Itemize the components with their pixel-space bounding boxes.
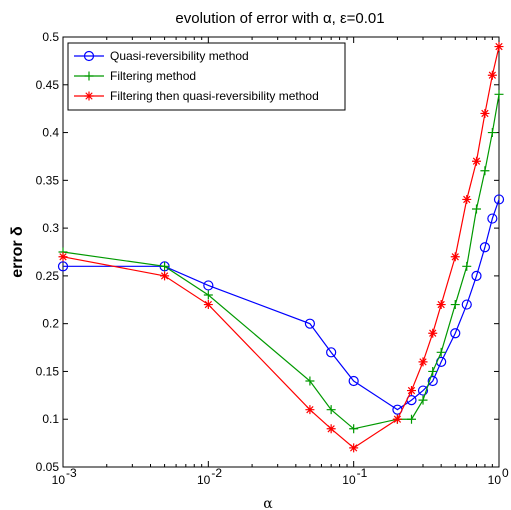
data-point [418, 395, 428, 405]
data-point [450, 252, 460, 262]
x-tick-label: 10 [52, 473, 66, 487]
legend-label: Filtering then quasi-reversibility metho… [110, 89, 319, 103]
data-point [349, 424, 359, 434]
x-axis: 10 -3 10 -2 10 -1 10 0 [52, 37, 509, 487]
data-point [493, 194, 505, 205]
y-tick-label: 0.3 [42, 221, 59, 235]
series-line [63, 199, 500, 411]
data-point [487, 128, 497, 138]
x-axis-label: α [263, 496, 273, 510]
y-axis-label: error δ [9, 226, 26, 278]
data-point [462, 194, 472, 204]
data-point [418, 357, 428, 367]
data-point [436, 300, 446, 310]
data-point [305, 376, 315, 386]
data-point [326, 347, 337, 358]
x-tick-exponent: 0 [502, 466, 509, 480]
data-point [58, 252, 68, 262]
data-point [471, 204, 481, 214]
data-point [428, 328, 438, 338]
legend-box [67, 42, 346, 111]
x-tick-label: 10 [197, 473, 211, 487]
legend-marker [84, 71, 94, 81]
x-tick-exponent: -2 [211, 466, 222, 480]
y-tick-label: 0.45 [36, 78, 60, 92]
data-point [462, 261, 472, 271]
data-point [450, 300, 460, 310]
data-point [417, 385, 429, 396]
x-tick-exponent: -3 [66, 466, 77, 480]
y-tick-label: 0.5 [42, 30, 59, 44]
data-point [203, 300, 213, 310]
data-point [436, 347, 446, 357]
data-point [57, 261, 69, 272]
y-axis: 0.05 0.1 0.15 0.2 0.25 0.3 0.35 0.4 0.45 0.5 [36, 30, 499, 474]
data-point [428, 366, 438, 376]
x-tick-label: 10 [342, 473, 356, 487]
series-star [58, 42, 504, 453]
legend: Quasi-reversibility method Filtering meth… [67, 42, 346, 111]
data-point [461, 299, 472, 310]
chart-title: evolution of error with α, ε=0.01 [175, 10, 384, 27]
data-point [304, 318, 316, 329]
data-point [407, 414, 417, 424]
y-tick-label: 0.05 [36, 460, 60, 474]
data-point [407, 386, 417, 396]
y-tick-label: 0.4 [42, 126, 59, 140]
series-layer [57, 42, 505, 453]
legend-label: Filtering method [110, 69, 196, 83]
data-point [203, 290, 213, 300]
data-point [203, 280, 214, 291]
x-tick-exponent: -1 [357, 466, 368, 480]
data-point [479, 242, 491, 253]
data-point [160, 261, 170, 271]
data-point [326, 405, 336, 415]
data-point [471, 156, 481, 166]
y-tick-label: 0.15 [36, 364, 60, 378]
y-tick-label: 0.1 [42, 412, 59, 426]
data-point [450, 328, 461, 339]
data-point [494, 89, 504, 99]
data-point [487, 70, 497, 80]
data-point [349, 443, 359, 453]
data-point [480, 108, 490, 118]
legend-label: Quasi-reversibility method [110, 49, 249, 63]
y-tick-label: 0.25 [36, 269, 60, 283]
data-point [305, 405, 315, 415]
data-point [494, 42, 504, 52]
legend-marker [83, 50, 95, 62]
y-tick-label: 0.35 [36, 173, 60, 187]
data-point [427, 375, 438, 387]
x-tick-label: 10 [488, 473, 502, 487]
y-tick-label: 0.2 [42, 317, 59, 331]
data-point [392, 414, 402, 424]
data-point [348, 375, 359, 387]
data-point [160, 271, 170, 281]
data-point [487, 213, 498, 224]
legend-marker [84, 91, 94, 101]
data-point [471, 270, 482, 281]
data-point [326, 424, 336, 434]
data-point [480, 166, 490, 176]
